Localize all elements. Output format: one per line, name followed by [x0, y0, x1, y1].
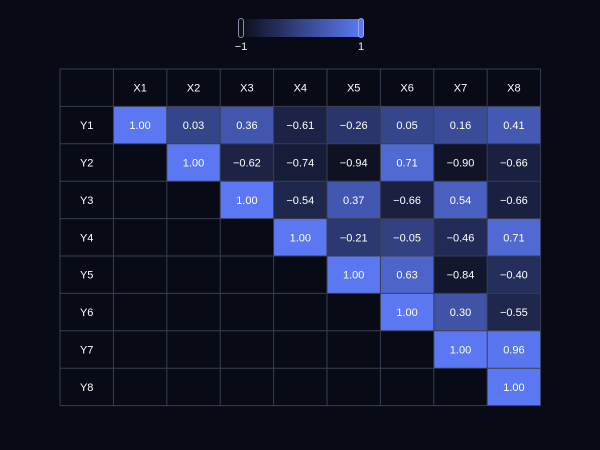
cell-value-label: −0.21 — [340, 232, 368, 244]
heatmap-cell-y5-x6 — [380, 256, 434, 294]
row-header-y5: Y5 — [80, 270, 93, 282]
cell-value-label: −0.74 — [286, 158, 314, 170]
row-header-y8: Y8 — [80, 382, 93, 394]
heatmap-cell-y1-x3 — [220, 106, 274, 144]
heatmap-cell-y7-x8 — [487, 330, 541, 369]
cell-value-label: −0.46 — [447, 232, 475, 244]
cell-value-label: 0.96 — [503, 345, 524, 357]
heatmap-cell-y6-x6 — [380, 293, 434, 331]
cell-value-label: −0.66 — [500, 158, 528, 170]
heatmap-cell-y2-x2 — [166, 143, 221, 182]
cell-value-label: 0.16 — [450, 120, 471, 132]
cell-value-label: 1.00 — [450, 345, 471, 357]
cell-value-label: −0.90 — [447, 158, 475, 170]
column-header-x2: X2 — [187, 83, 200, 95]
heatmap-cell-y3-x6 — [380, 181, 434, 219]
cell-value-label: 1.00 — [236, 195, 257, 207]
cell-value-label: −0.54 — [286, 195, 314, 207]
heatmap-cell-y2-x5 — [327, 143, 381, 182]
cell-value-label: 1.00 — [129, 120, 150, 132]
color-scale-max-handle[interactable] — [358, 18, 364, 38]
column-header-x5: X5 — [347, 83, 360, 95]
color-scale-max-label: 1 — [357, 41, 365, 53]
color-scale-bar — [242, 19, 360, 37]
heatmap-cell-y3-x3 — [220, 181, 274, 219]
cell-value-label: −0.66 — [393, 195, 421, 207]
cell-value-label: 0.37 — [343, 195, 364, 207]
row-header-y1: Y1 — [80, 120, 93, 132]
heatmap-cell-y6-x7 — [433, 293, 488, 331]
heatmap-cell-y2-x7 — [433, 143, 488, 182]
cell-value-label: −0.62 — [233, 158, 261, 170]
column-header-x3: X3 — [240, 83, 253, 95]
heatmap-cell-y2-x8 — [487, 143, 541, 182]
heatmap-cell-y1-x4 — [273, 106, 327, 144]
heatmap-cell-y3-x4 — [273, 181, 327, 219]
heatmap-cell-y1-x2 — [166, 106, 221, 144]
cell-value-label: −0.66 — [500, 195, 528, 207]
row-header-y4: Y4 — [80, 232, 93, 244]
color-scale-min-handle[interactable] — [238, 18, 244, 38]
heatmap-cell-y2-x3 — [220, 143, 274, 182]
color-scale-legend: −1 1 — [235, 18, 364, 54]
cell-value-label: 1.00 — [290, 232, 311, 244]
heatmap-cell-y4-x5 — [327, 218, 381, 256]
heatmap-cell-y4-x8 — [487, 218, 541, 256]
row-header-y6: Y6 — [80, 307, 93, 319]
row-header-y3: Y3 — [80, 195, 93, 207]
heatmap-cell-y3-x5 — [327, 181, 381, 219]
cell-value-label: 0.71 — [503, 232, 524, 244]
cell-value-label: 0.36 — [236, 120, 257, 132]
cell-value-label: −0.40 — [500, 270, 528, 282]
heatmap-cell-y4-x7 — [433, 218, 488, 256]
heatmap-cell-y8-x8 — [487, 368, 541, 406]
cell-value-label: −0.84 — [447, 270, 475, 282]
cell-value-label: 0.05 — [396, 120, 417, 132]
cell-value-label: 0.71 — [396, 158, 417, 170]
cell-value-label: 0.41 — [503, 120, 524, 132]
cell-value-label: 1.00 — [396, 307, 417, 319]
heatmap-cell-y1-x6 — [380, 106, 434, 144]
heatmap-cell-y5-x5 — [327, 256, 381, 294]
heatmap-cell-y1-x5 — [327, 106, 381, 144]
cell-value-label: 0.30 — [450, 307, 471, 319]
color-scale-min-label: −1 — [234, 41, 248, 53]
heatmap-cell-y1-x7 — [433, 106, 488, 144]
cell-value-label: 1.00 — [503, 382, 524, 394]
heatmap-cell-y3-x7 — [433, 181, 488, 219]
column-header-x6: X6 — [400, 83, 413, 95]
cell-value-label: 0.03 — [183, 120, 204, 132]
cell-value-label: 0.63 — [396, 270, 417, 282]
column-header-x4: X4 — [294, 83, 307, 95]
column-header-x8: X8 — [507, 83, 520, 95]
heatmap-cell-y1-x1 — [113, 106, 167, 144]
row-header-y2: Y2 — [80, 158, 93, 170]
heatmap-cell-y4-x4 — [273, 218, 327, 256]
cell-value-label: −0.05 — [393, 232, 421, 244]
cell-value-label: −0.55 — [500, 307, 528, 319]
heatmap-cell-y5-x8 — [487, 256, 541, 294]
heatmap-cell-y3-x8 — [487, 181, 541, 219]
heatmap-cell-y5-x7 — [433, 256, 488, 294]
heatmap-cell-y4-x6 — [380, 218, 434, 256]
cell-value-label: −0.94 — [340, 158, 368, 170]
column-header-x7: X7 — [454, 83, 467, 95]
row-header-y7: Y7 — [80, 345, 93, 357]
column-header-x1: X1 — [133, 83, 146, 95]
heatmap-cell-y2-x4 — [273, 143, 327, 182]
heatmap-cell-y1-x8 — [487, 106, 541, 144]
heatmap-cell-y7-x7 — [433, 330, 488, 369]
cell-value-label: 1.00 — [343, 270, 364, 282]
heatmap-cell-y2-x6 — [380, 143, 434, 182]
cell-value-label: −0.26 — [340, 120, 368, 132]
cell-value-label: 1.00 — [183, 158, 204, 170]
cell-value-label: 0.54 — [450, 195, 471, 207]
heatmap-cell-y6-x8 — [487, 293, 541, 331]
cell-value-label: −0.61 — [286, 120, 314, 132]
